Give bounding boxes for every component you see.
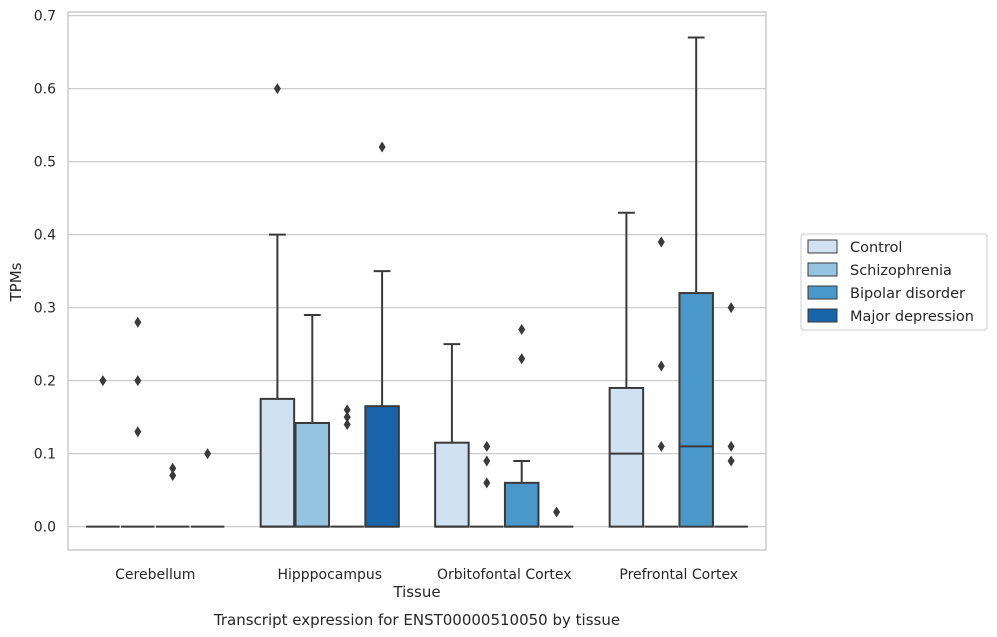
- box: [678, 292, 714, 528]
- box-group: [364, 141, 400, 528]
- outlier-point: [134, 316, 142, 328]
- outlier-point: [134, 375, 142, 387]
- legend-label: Bipolar disorder: [850, 286, 965, 302]
- outlier-point: [204, 448, 212, 460]
- outlier-point: [343, 404, 351, 416]
- y-axis-label: TPMs: [7, 262, 25, 302]
- box-group: [644, 236, 679, 528]
- outlier-point: [273, 83, 281, 95]
- x-axis-label: Tissue: [392, 583, 440, 601]
- box-group: [470, 440, 504, 528]
- outlier-point: [518, 353, 526, 365]
- outlier-point: [553, 506, 561, 518]
- outlier-point: [483, 455, 491, 467]
- outlier-point: [727, 440, 735, 452]
- x-tick-label: Orbitofontal Cortex: [437, 567, 572, 583]
- legend-frame: [800, 233, 988, 331]
- legend-swatch: [807, 262, 838, 277]
- y-tick-label: 0.0: [34, 520, 56, 536]
- outlier-point: [343, 418, 351, 430]
- outlier-point: [727, 302, 735, 314]
- gridlines: [68, 15, 766, 528]
- box: [434, 441, 470, 528]
- chart-title: Transcript expression for ENST0000051005…: [213, 611, 620, 629]
- box-group: [608, 211, 645, 528]
- plot-frame: [67, 11, 767, 551]
- box: [259, 397, 296, 528]
- box-group: [190, 448, 225, 528]
- outlier-point: [169, 470, 177, 482]
- legend-swatch: [807, 285, 838, 300]
- box-group: [714, 302, 748, 528]
- x-tick-labels: Cerebellum Hipppocampus Orbitofontal Corte…: [115, 567, 738, 583]
- outlier-point: [343, 411, 351, 423]
- box: [364, 405, 400, 528]
- legend-label: Major depression: [850, 309, 974, 325]
- y-tick-label: 0.7: [34, 9, 56, 25]
- outlier-point: [657, 236, 665, 248]
- outlier-point: [518, 324, 526, 336]
- box-group: [434, 343, 470, 528]
- box-group: [86, 375, 120, 528]
- box-group: [259, 83, 296, 528]
- outlier-point: [99, 375, 107, 387]
- outlier-point: [657, 360, 665, 372]
- box: [294, 421, 331, 528]
- box-group: [678, 36, 714, 528]
- y-tick-label: 0.2: [34, 374, 56, 390]
- box-group: [294, 313, 331, 528]
- box-group: [330, 404, 364, 528]
- box-group: [503, 324, 540, 528]
- box-group: [155, 462, 190, 528]
- legend-label: Schizophrenia: [850, 263, 952, 279]
- y-tick-label: 0.6: [34, 82, 56, 98]
- boxes: [86, 36, 748, 528]
- legend-label: Control: [850, 240, 902, 256]
- y-tick-label: 0.5: [34, 155, 56, 171]
- outlier-point: [134, 426, 142, 438]
- y-tick-label: 0.3: [34, 301, 56, 317]
- y-tick-labels: 0.0 0.1 0.2 0.3 0.4 0.5 0.6 0.7: [34, 9, 56, 536]
- y-tick-label: 0.4: [34, 228, 56, 244]
- x-tick-label: Cerebellum: [115, 567, 195, 583]
- x-tick-label: Hipppocampus: [277, 567, 382, 583]
- legend: Control Schizophrenia Bipolar disorder Majo…: [800, 233, 988, 331]
- outlier-point: [378, 141, 386, 153]
- outlier-point: [483, 440, 491, 452]
- x-tick-label: Prefrontal Cortex: [619, 567, 738, 583]
- box-group: [121, 316, 155, 528]
- outlier-point: [727, 455, 735, 467]
- outlier-point: [169, 462, 177, 474]
- box-group: [539, 506, 574, 528]
- box: [608, 386, 645, 528]
- legend-swatch: [807, 308, 838, 323]
- outlier-point: [657, 440, 665, 452]
- outlier-point: [483, 477, 491, 489]
- legend-swatch: [807, 239, 838, 254]
- box: [503, 481, 540, 528]
- y-tick-label: 0.1: [34, 447, 56, 463]
